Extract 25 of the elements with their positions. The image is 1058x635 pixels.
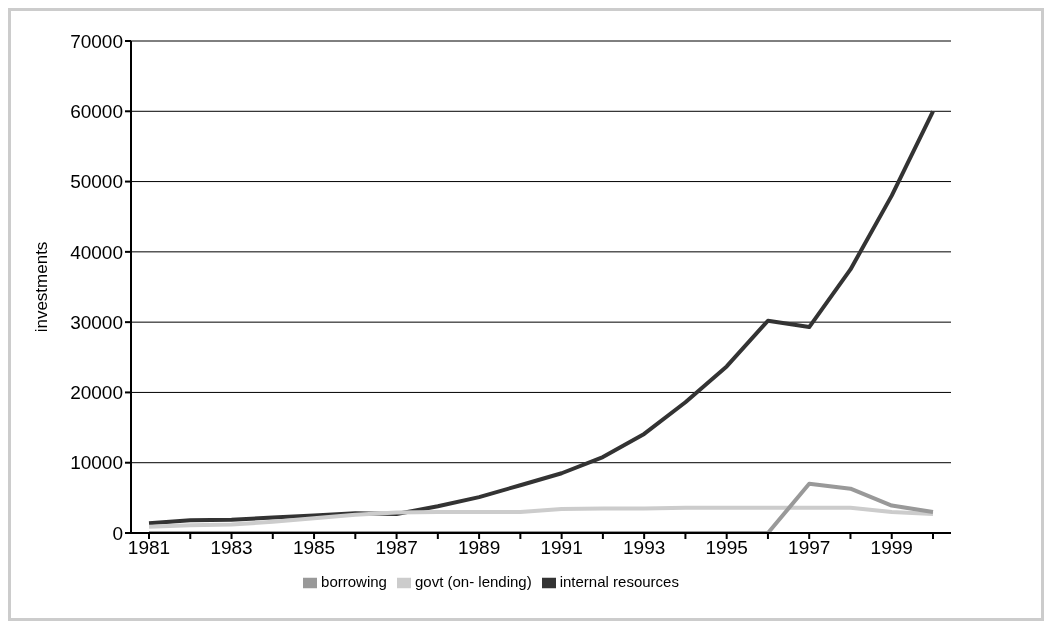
y-tick-label: 70000 (70, 30, 123, 52)
y-tick-label: 0 (112, 522, 123, 544)
y-tick-label: 50000 (70, 171, 123, 193)
legend-label: internal resources (559, 573, 679, 590)
x-tick-label: 1991 (540, 537, 583, 559)
x-tick-label: 1987 (375, 537, 418, 559)
legend-label: govt (on- lending) (414, 573, 532, 590)
x-tick-label: 1997 (788, 537, 831, 559)
x-tick-label: 1989 (457, 537, 501, 559)
y-tick-label: 30000 (70, 311, 123, 333)
y-tick-label: 60000 (70, 101, 123, 123)
y-tick-label: 10000 (70, 452, 123, 474)
y-tick-label: 20000 (70, 382, 123, 404)
line-series (147, 505, 935, 529)
line-series (147, 481, 935, 533)
x-tick-label: 1993 (623, 537, 666, 559)
y-axis-title: investments (32, 241, 52, 333)
legend-label: borrowing (321, 573, 387, 590)
x-tick-label: 1995 (705, 537, 748, 559)
x-tick-label: 1985 (292, 537, 336, 559)
line-series (147, 109, 935, 526)
x-tick-label: 1983 (210, 537, 253, 559)
y-tick-label: 40000 (70, 241, 123, 263)
x-tick-label: 1981 (127, 537, 171, 559)
x-tick-label: 1999 (870, 537, 913, 559)
